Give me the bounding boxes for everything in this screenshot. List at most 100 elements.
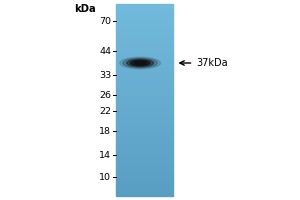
Bar — [116, 10, 172, 12]
Bar — [116, 175, 172, 177]
Text: 10: 10 — [99, 172, 111, 182]
Bar — [116, 193, 172, 194]
Bar — [116, 52, 172, 54]
Bar — [116, 126, 172, 127]
Bar — [116, 150, 172, 151]
Bar — [116, 194, 172, 196]
Bar — [116, 100, 172, 102]
Bar — [116, 130, 172, 132]
Bar — [116, 46, 172, 47]
Bar — [116, 116, 172, 118]
Bar — [116, 73, 172, 74]
Bar — [116, 79, 172, 81]
Bar — [116, 164, 172, 166]
Bar — [116, 12, 172, 14]
Bar — [116, 26, 172, 28]
Bar — [116, 25, 172, 26]
Bar — [116, 89, 172, 90]
Bar — [116, 47, 172, 49]
Bar — [116, 23, 172, 25]
Bar — [116, 138, 172, 140]
Bar — [116, 41, 172, 42]
Bar — [116, 90, 172, 92]
Bar — [116, 74, 172, 76]
Bar — [116, 172, 172, 174]
Ellipse shape — [127, 59, 154, 67]
Bar — [116, 158, 172, 159]
Bar — [116, 180, 172, 182]
Bar — [116, 98, 172, 100]
Bar — [116, 106, 172, 108]
Bar — [116, 92, 172, 94]
Text: 37kDa: 37kDa — [196, 58, 228, 68]
Bar — [116, 65, 172, 66]
Bar — [116, 76, 172, 78]
Bar — [116, 188, 172, 190]
Bar — [116, 142, 172, 143]
Bar — [116, 68, 172, 70]
Bar — [116, 162, 172, 164]
Bar — [116, 132, 172, 134]
Bar — [116, 119, 172, 121]
Bar — [116, 182, 172, 183]
Bar — [116, 146, 172, 148]
Bar — [116, 71, 172, 73]
Bar — [116, 28, 172, 30]
Bar — [116, 124, 172, 126]
Bar — [116, 9, 172, 10]
Bar — [116, 170, 172, 172]
Bar — [116, 108, 172, 110]
Bar — [116, 70, 172, 71]
Bar — [116, 20, 172, 22]
Bar — [116, 178, 172, 180]
Bar — [116, 166, 172, 167]
Bar — [116, 66, 172, 68]
Bar — [116, 135, 172, 137]
Bar — [116, 118, 172, 119]
Bar — [116, 190, 172, 191]
Bar — [116, 127, 172, 129]
Bar — [116, 87, 172, 89]
Bar — [116, 81, 172, 82]
Bar — [116, 177, 172, 178]
Bar — [116, 62, 172, 63]
Bar — [116, 50, 172, 52]
Bar — [116, 183, 172, 185]
Bar — [116, 186, 172, 188]
Bar — [116, 156, 172, 158]
Bar — [116, 111, 172, 113]
Bar — [116, 4, 172, 6]
Bar — [116, 95, 172, 97]
Bar — [116, 97, 172, 98]
Bar — [116, 153, 172, 154]
Bar — [116, 49, 172, 50]
Bar — [116, 18, 172, 20]
Bar — [116, 39, 172, 41]
Bar — [116, 102, 172, 103]
Bar — [116, 42, 172, 44]
Text: 14: 14 — [99, 150, 111, 160]
Bar — [116, 174, 172, 175]
Bar — [116, 57, 172, 58]
Bar — [116, 54, 172, 55]
Bar — [116, 94, 172, 95]
Bar — [116, 33, 172, 34]
Bar — [116, 105, 172, 106]
Bar — [116, 151, 172, 153]
Bar — [116, 34, 172, 36]
Bar — [116, 82, 172, 84]
Bar — [116, 103, 172, 105]
Bar — [116, 113, 172, 114]
Bar — [116, 78, 172, 79]
Text: 44: 44 — [99, 46, 111, 55]
Text: 26: 26 — [99, 90, 111, 99]
Ellipse shape — [123, 58, 158, 68]
Text: 70: 70 — [99, 17, 111, 25]
Bar — [116, 38, 172, 39]
Bar — [116, 55, 172, 57]
Bar — [116, 17, 172, 18]
Bar — [116, 169, 172, 170]
Text: kDa: kDa — [74, 4, 96, 14]
Bar — [116, 114, 172, 116]
Ellipse shape — [130, 60, 150, 66]
